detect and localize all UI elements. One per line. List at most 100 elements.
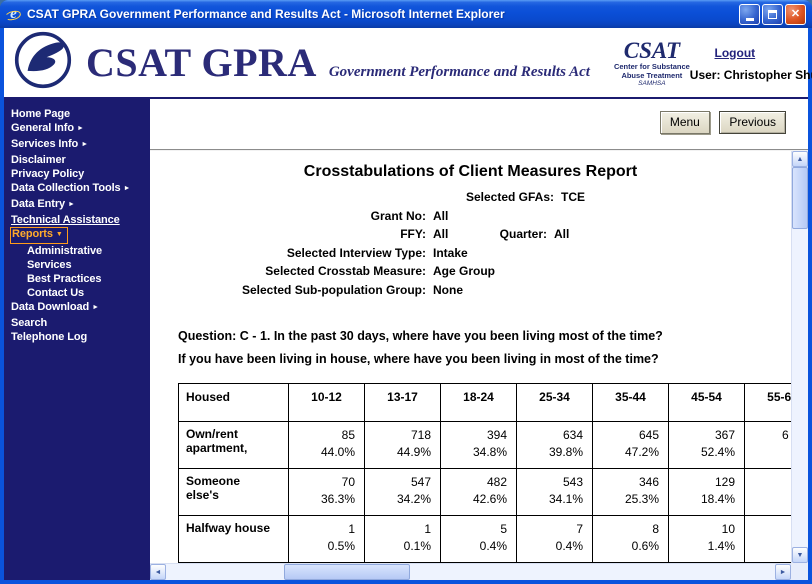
vertical-scroll-thumb[interactable] [792, 167, 808, 229]
horizontal-scroll-track[interactable] [166, 564, 775, 580]
filter-value-interview: Intake [433, 245, 468, 260]
csat-logo-samhsa: SAMHSA [638, 79, 666, 87]
sidebar-item-contact-us[interactable]: Contact Us [4, 286, 150, 300]
sidebar-item-data-collection-tools[interactable]: Data Collection Tools ► [4, 181, 150, 197]
filter-label-gfas: Selected GFAs: [465, 190, 554, 204]
horizontal-scrollbar[interactable]: ◄ ► [150, 563, 791, 580]
scrollbar-corner [791, 563, 808, 580]
cell-count: 7 [576, 522, 583, 536]
table-cell [744, 468, 791, 516]
page-header: CSAT GPRA Government Performance and Res… [4, 28, 812, 99]
arrow-down-icon: ▼ [796, 551, 804, 559]
cell-count: 394 [486, 428, 507, 442]
cell-count: 645 [638, 428, 659, 442]
filter-row-gfas: Selected GFAs: TCE [150, 188, 791, 207]
scroll-down-button[interactable]: ▼ [792, 547, 808, 563]
maximize-button[interactable] [762, 3, 783, 25]
titlebar[interactable]: e CSAT GPRA Government Performance and R… [0, 0, 812, 28]
sidebar-item-data-download[interactable]: Data Download ► [4, 300, 150, 316]
cell-percent: 34.1% [548, 492, 583, 506]
sidebar-item-services-info[interactable]: Services Info ► [4, 137, 150, 153]
sidebar-item-label: Privacy Policy [11, 168, 85, 180]
sidebar-item-label: General Info [11, 122, 74, 134]
sidebar-item-label: Services [27, 259, 72, 271]
cell-percent: 44.0% [320, 445, 355, 459]
filter-row-subpop: Selected Sub-population Group: None [150, 281, 791, 300]
table-header-row: Housed 10-12 13-17 18-24 25-34 35-44 45-54 55-6… [178, 383, 791, 422]
sidebar-item-best-practices[interactable]: Best Practices [4, 272, 150, 286]
filter-label-subpop: Selected Sub-population Group: [242, 282, 426, 297]
sidebar-item-label: Search [11, 317, 48, 329]
cell-count: 547 [410, 475, 431, 489]
sidebar-item-home-page[interactable]: Home Page [4, 107, 150, 121]
scroll-left-button[interactable]: ◄ [150, 564, 166, 580]
sidebar-item-technical-assistance[interactable]: Technical Assistance [4, 213, 150, 227]
cell-count: 5 [500, 522, 507, 536]
cell-count: 85 [341, 428, 355, 442]
table-cell: 1 0.5% [288, 515, 365, 563]
minimize-button[interactable] [739, 3, 760, 25]
question-line2: If you have been living in house, where … [178, 352, 659, 366]
sidebar-menu: Home Page General Info ► Services Info ► Disc… [4, 99, 150, 580]
filter-label-grant: Grant No: [370, 208, 426, 223]
vertical-scroll-track[interactable] [792, 167, 808, 547]
sidebar-item-label: Data Entry [11, 198, 66, 210]
table-header-housed: Housed [178, 383, 289, 422]
sidebar-item-services[interactable]: Services [4, 258, 150, 272]
table-cell: 645 47.2% [592, 421, 669, 469]
logout-link[interactable]: Logout [714, 45, 756, 60]
cell-count: 1 [424, 522, 431, 536]
content-area: Menu Previous Crosstabulations of Client… [150, 99, 808, 580]
question-line1: Question: C - 1. In the past 30 days, wh… [178, 329, 663, 343]
cell-count: 346 [638, 475, 659, 489]
scroll-up-button[interactable]: ▲ [792, 151, 808, 167]
cell-percent: 52.4% [700, 445, 735, 459]
filter-label-crosstab: Selected Crosstab Measure: [265, 264, 426, 278]
sidebar-item-search[interactable]: Search [4, 316, 150, 330]
sidebar-item-label: Telephone Log [11, 331, 88, 343]
vertical-scrollbar[interactable]: ▲ ▼ [791, 151, 808, 563]
sidebar-item-administrative[interactable]: Administrative [4, 244, 150, 258]
sidebar-item-label: Services Info [11, 138, 79, 150]
scroll-right-button[interactable]: ► [775, 564, 791, 580]
chevron-right-icon: ► [76, 125, 84, 132]
arrow-left-icon: ◄ [154, 568, 162, 576]
csat-logo-name: CSAT [623, 38, 680, 64]
cell-percent: 39.8% [548, 445, 583, 459]
sidebar-item-disclaimer[interactable]: Disclaimer [4, 153, 150, 167]
report-filters: Selected GFAs: TCE Grant No: All FFY: All Qu… [150, 188, 791, 299]
previous-button[interactable]: Previous [719, 111, 786, 134]
cell-count: 367 [714, 428, 735, 442]
sidebar-item-data-entry[interactable]: Data Entry ► [4, 197, 150, 213]
maximize-icon [768, 9, 777, 19]
session-info: Logout User: Christopher Shumway [690, 44, 812, 82]
sidebar-item-general-info[interactable]: General Info ► [4, 121, 150, 137]
cell-count: 1 [348, 522, 355, 536]
crosstab-table-head: Housed 10-12 13-17 18-24 25-34 35-44 45-54 55-6… [178, 383, 791, 422]
sidebar-item-telephone-log[interactable]: Telephone Log [4, 330, 150, 344]
table-cell: 346 25.3% [592, 468, 669, 516]
report-title: Crosstabulations of Client Measures Repo… [303, 163, 638, 180]
table-cell: 129 18.4% [668, 468, 745, 516]
menu-button[interactable]: Menu [659, 111, 710, 134]
csat-logo-line1: Center for Substance [613, 62, 690, 72]
cell-percent: 47.2% [624, 445, 659, 459]
cell-percent: 0.5% [327, 539, 355, 553]
horizontal-scroll-thumb[interactable] [284, 564, 410, 580]
sidebar-item-privacy-policy[interactable]: Privacy Policy [4, 167, 150, 181]
question-text: Question: C - 1. In the past 30 days, wh… [178, 325, 791, 371]
table-header-13-17: 13-17 [364, 383, 441, 422]
cell-count: 10 [721, 522, 735, 536]
sidebar-item-reports[interactable]: Reports ▼ [10, 227, 68, 244]
table-header-18-24: 18-24 [440, 383, 517, 422]
chevron-right-icon: ► [92, 304, 99, 311]
table-cell: 8 0.6% [592, 515, 669, 563]
window-controls: ✕ [739, 3, 806, 25]
table-row: Halfway house 1 0.5% 1 0.1% 5 0.4% 7 0.4% 8 0.6% 10… [178, 515, 791, 563]
close-button[interactable]: ✕ [785, 3, 806, 25]
cell-count: 6 [782, 428, 789, 442]
table-cell: 6 [744, 421, 791, 469]
arrow-right-icon: ► [779, 568, 787, 576]
user-label: User: Christopher Shumway [689, 67, 812, 82]
